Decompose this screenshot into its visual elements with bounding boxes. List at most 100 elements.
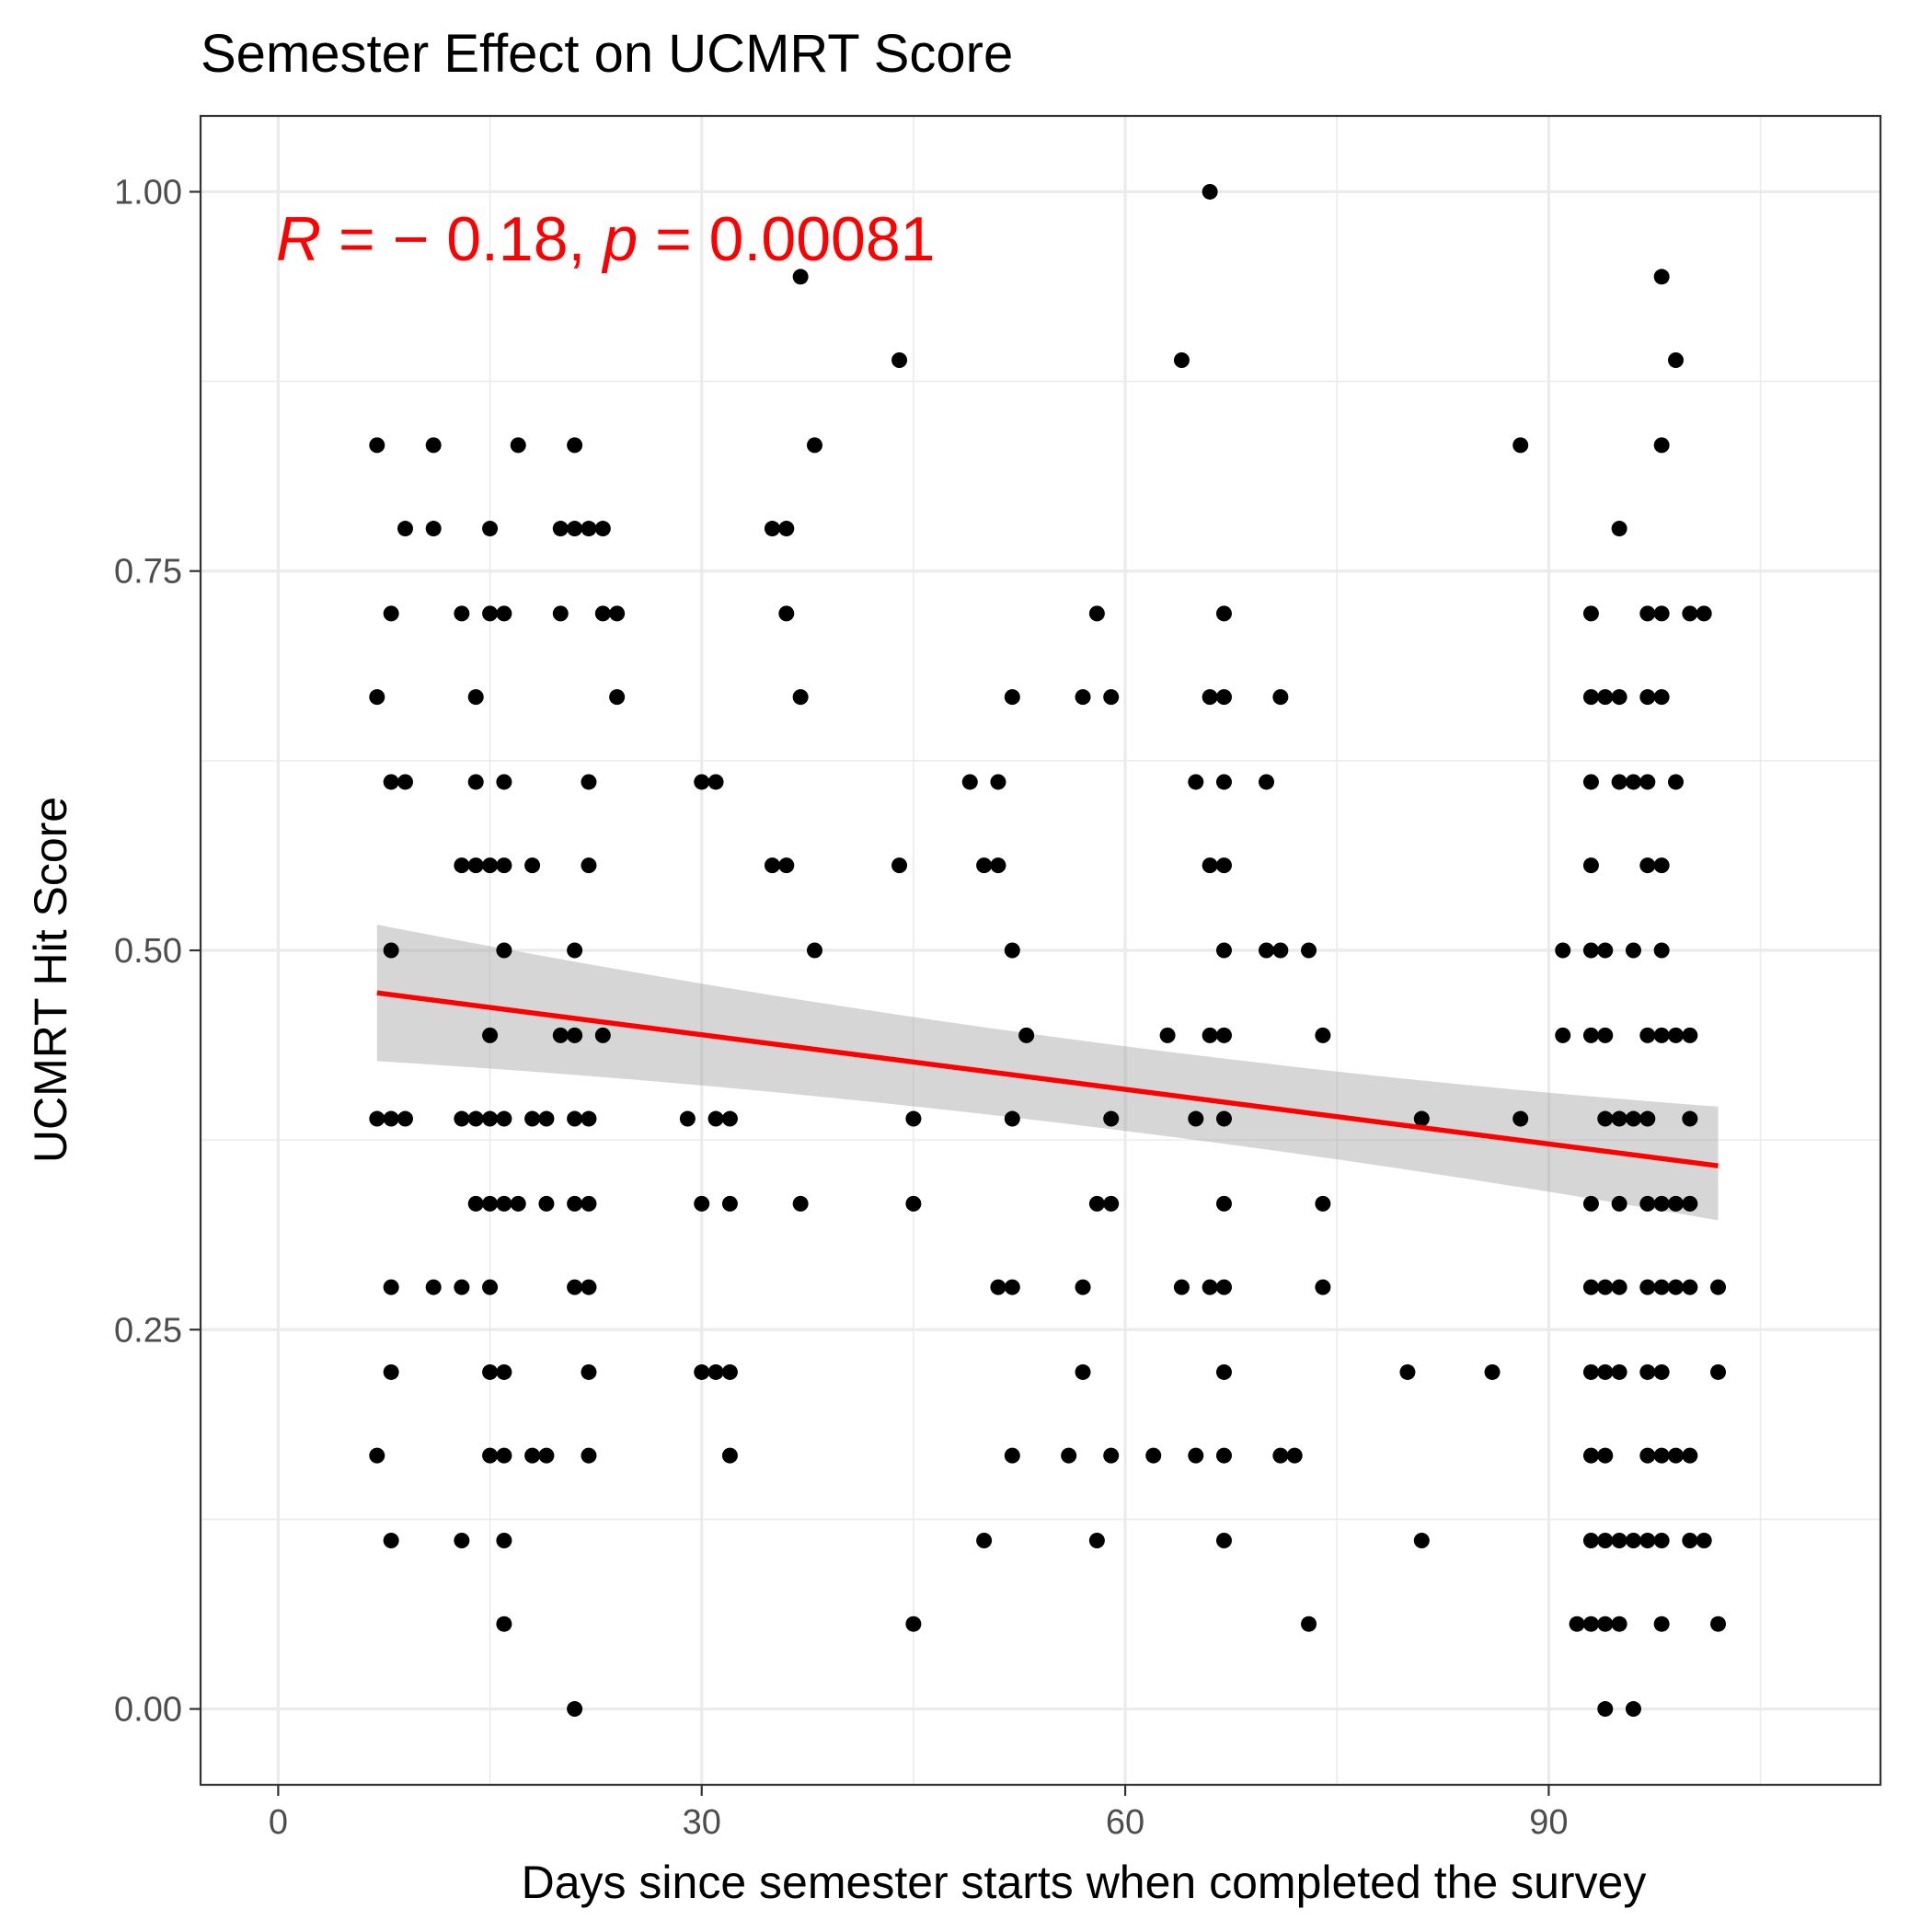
data-point <box>383 605 399 622</box>
data-point <box>1696 605 1712 622</box>
data-point <box>1004 1110 1020 1127</box>
data-point <box>1639 1532 1656 1548</box>
data-point <box>1075 1363 1091 1380</box>
x-tick-label: 0 <box>269 1803 288 1842</box>
data-point <box>961 774 978 790</box>
data-point <box>1653 605 1670 622</box>
data-point <box>1639 1363 1656 1380</box>
data-point <box>581 1110 597 1127</box>
data-point <box>1202 857 1218 874</box>
data-point <box>1582 1447 1599 1464</box>
data-point <box>1315 1027 1331 1043</box>
data-point <box>1004 1447 1020 1464</box>
data-point <box>538 1195 555 1212</box>
data-point <box>1639 605 1656 622</box>
data-point <box>1625 1110 1641 1127</box>
data-point <box>1611 1279 1627 1295</box>
data-point <box>1075 689 1091 706</box>
y-tick-label: 1.00 <box>114 173 182 212</box>
y-axis-label: UCMRT Hit Score <box>25 797 76 1163</box>
data-point <box>594 521 611 537</box>
data-point <box>1611 774 1627 790</box>
data-point <box>1103 689 1120 706</box>
data-point <box>1597 1363 1614 1380</box>
data-point <box>1061 1447 1077 1464</box>
data-point <box>1215 605 1232 622</box>
data-point <box>1259 774 1275 790</box>
data-point <box>1682 1532 1698 1548</box>
data-point <box>792 689 809 706</box>
data-point <box>1682 1027 1698 1043</box>
data-point <box>1215 1447 1232 1464</box>
data-point <box>425 521 442 537</box>
data-point <box>1582 605 1599 622</box>
data-point <box>1569 1616 1585 1632</box>
data-point <box>1597 689 1614 706</box>
data-point <box>721 1110 738 1127</box>
data-point <box>1611 521 1627 537</box>
data-point <box>454 1279 470 1295</box>
data-point <box>383 774 399 790</box>
data-point <box>707 1363 724 1380</box>
data-point <box>482 605 499 622</box>
x-tick-label: 30 <box>683 1803 721 1842</box>
data-point <box>552 605 569 622</box>
data-point <box>1639 689 1656 706</box>
data-point <box>1484 1363 1501 1380</box>
data-point <box>1582 1279 1599 1295</box>
data-point <box>581 1279 597 1295</box>
data-point <box>467 857 484 874</box>
data-point <box>1088 1195 1105 1212</box>
data-point <box>567 1195 583 1212</box>
data-point <box>1582 774 1599 790</box>
data-point <box>1582 1363 1599 1380</box>
data-point <box>764 521 780 537</box>
data-point <box>1215 1027 1232 1043</box>
data-point <box>778 605 795 622</box>
data-point <box>1272 689 1289 706</box>
data-point <box>1653 269 1670 285</box>
r-value: = − 0.18, <box>321 204 603 274</box>
data-point <box>538 1447 555 1464</box>
data-point <box>496 1532 512 1548</box>
data-point <box>1653 1532 1670 1548</box>
data-point <box>1625 1701 1641 1718</box>
x-tick-label: 90 <box>1529 1803 1568 1842</box>
data-point <box>1173 352 1190 369</box>
data-point <box>496 1447 512 1464</box>
data-point <box>1399 1363 1416 1380</box>
data-point <box>1653 1195 1670 1212</box>
data-point <box>1653 942 1670 959</box>
data-point <box>1215 689 1232 706</box>
data-point <box>1682 1447 1698 1464</box>
data-point <box>1653 1279 1670 1295</box>
data-point <box>1088 1532 1105 1548</box>
data-point <box>1639 1110 1656 1127</box>
data-point <box>538 1110 555 1127</box>
data-point <box>1582 1195 1599 1212</box>
data-point <box>482 521 499 537</box>
data-point <box>1625 1532 1641 1548</box>
data-points <box>369 183 1727 1718</box>
data-point <box>1159 1027 1176 1043</box>
data-point <box>1413 1110 1430 1127</box>
data-point <box>1639 1195 1656 1212</box>
data-point <box>1639 774 1656 790</box>
data-point <box>806 437 822 454</box>
confidence-band <box>376 924 1719 1221</box>
data-point <box>1555 1027 1571 1043</box>
data-point <box>383 1110 399 1127</box>
plot-panel: R = − 0.18, p = 0.00081 <box>199 114 1882 1787</box>
data-point <box>792 269 809 285</box>
data-point <box>383 1532 399 1548</box>
data-point <box>425 1279 442 1295</box>
major-gridlines <box>201 116 1880 1785</box>
data-point <box>482 1110 499 1127</box>
data-point <box>1301 942 1317 959</box>
data-point <box>1611 1616 1627 1632</box>
data-point <box>1653 1616 1670 1632</box>
data-point <box>707 774 724 790</box>
data-point <box>1639 1027 1656 1043</box>
data-point <box>1653 689 1670 706</box>
